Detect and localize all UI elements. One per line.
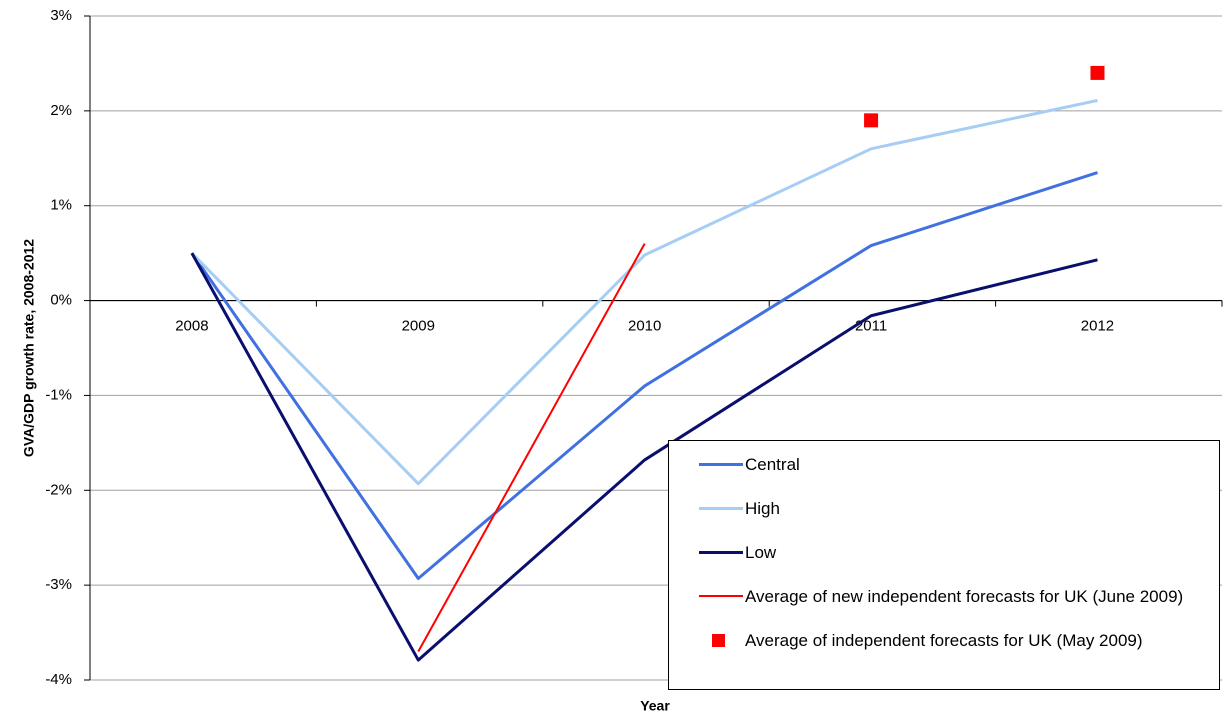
legend-label: High [745, 499, 780, 518]
series-line [417, 243, 646, 653]
legend-item: Central [669, 445, 1219, 484]
y-tick-label: -2% [45, 481, 72, 498]
y-tick-label: 1% [50, 197, 72, 214]
series-line [190, 171, 1098, 581]
legend-item: Average of new independent forecasts for… [669, 577, 1219, 616]
legend: Central High Low Average of new independent… [668, 440, 1220, 690]
y-tick-label: 3% [50, 7, 72, 24]
x-axis-title: Year [640, 698, 670, 714]
x-tick-label: 2011 [855, 318, 887, 335]
y-tick-label: -4% [45, 671, 72, 688]
x-tick-label: 2012 [1081, 318, 1114, 335]
marker [1090, 65, 1105, 80]
legend-symbol [669, 631, 745, 650]
legend-symbol [669, 455, 745, 474]
legend-label: Low [745, 543, 777, 562]
legend-item: Average of independent forecasts for UK … [669, 621, 1219, 660]
x-tick-label: 2009 [402, 318, 435, 335]
legend-item: Low [669, 533, 1219, 572]
legend-symbol [669, 543, 745, 562]
y-tick-label: 2% [50, 102, 72, 119]
legend-line [699, 463, 743, 466]
legend-square [712, 634, 725, 647]
marker [864, 113, 879, 128]
legend-label: Average of new independent forecasts for… [745, 587, 1184, 606]
series-line [190, 252, 1098, 662]
y-tick-label: -1% [45, 386, 72, 403]
legend-symbol [669, 587, 745, 606]
legend-line [699, 595, 743, 597]
x-tick-label: 2010 [628, 318, 661, 335]
legend-label: Average of independent forecasts for UK … [745, 631, 1143, 650]
x-tick-label: 2008 [175, 318, 208, 335]
legend-item: High [669, 489, 1219, 528]
y-tick-label: 0% [50, 292, 72, 309]
legend-label: Central [745, 455, 800, 474]
legend-line [699, 551, 743, 554]
series-line [190, 98, 1098, 486]
y-tick-label: -3% [45, 576, 72, 593]
legend-symbol [669, 499, 745, 518]
legend-line [699, 507, 743, 510]
y-axis-title: GVA/GDP growth rate, 2008-2012 [21, 239, 37, 457]
